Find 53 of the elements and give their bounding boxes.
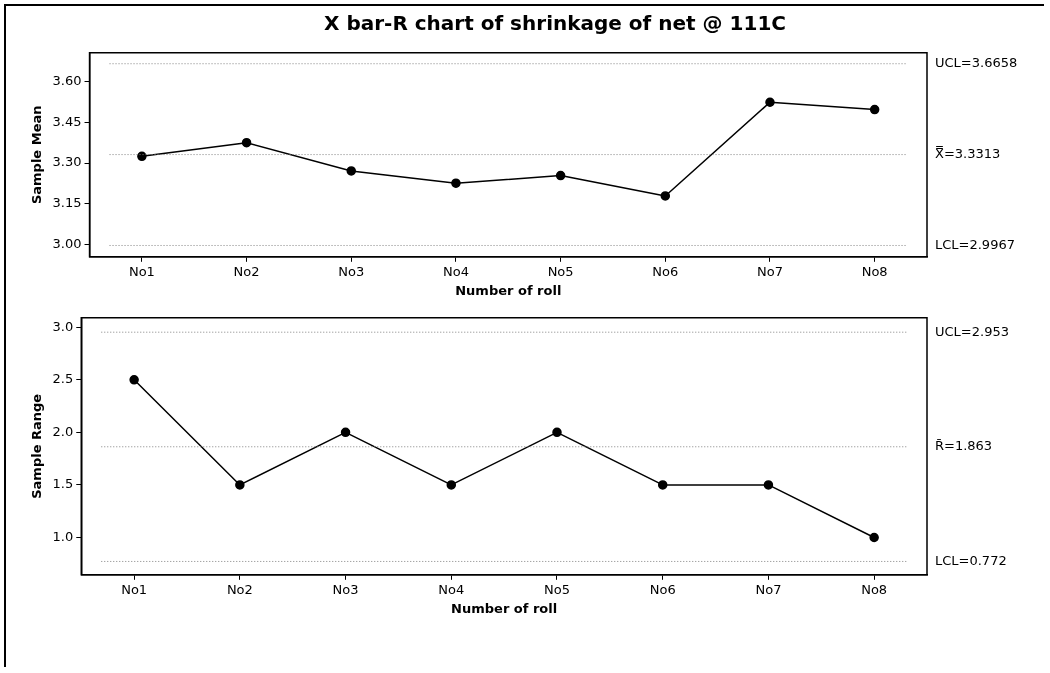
y-tick-label: 2.5 bbox=[52, 371, 74, 387]
x-tick-label: No8 bbox=[861, 581, 888, 597]
point bbox=[555, 170, 566, 181]
x-tick-label: No3 bbox=[338, 263, 365, 279]
x-tick-label: No8 bbox=[861, 263, 888, 279]
x-tick-label: No5 bbox=[547, 263, 574, 279]
y-tick-label: 1.5 bbox=[52, 476, 74, 492]
chart-title: X bar-R chart of shrinkage of net @ 111C bbox=[323, 10, 787, 37]
x-tick-label: No3 bbox=[332, 581, 359, 597]
x-tick-label: No4 bbox=[438, 581, 465, 597]
y-tick-label: 3.45 bbox=[52, 113, 82, 129]
x-tick-label: No1 bbox=[128, 263, 155, 279]
y-tick-label: 2.0 bbox=[52, 423, 74, 439]
point bbox=[340, 427, 351, 438]
x-tick-label: No5 bbox=[544, 581, 570, 597]
x-tick-label: No2 bbox=[226, 581, 253, 597]
x-tick-label: No6 bbox=[652, 263, 679, 279]
point bbox=[129, 375, 139, 385]
y-axis-title: Sample Range bbox=[29, 393, 45, 499]
point bbox=[241, 137, 252, 148]
point bbox=[446, 480, 457, 490]
y-tick-label: 3.30 bbox=[52, 154, 82, 170]
ref-line-label: UCL=3.6658 bbox=[935, 55, 1018, 71]
x-tick-label: No6 bbox=[649, 581, 676, 597]
point bbox=[765, 97, 775, 107]
y-tick-label: 1.0 bbox=[52, 528, 74, 544]
point bbox=[346, 166, 356, 176]
y-tick-label: 3.00 bbox=[52, 235, 82, 251]
y-tick-label: 3.15 bbox=[52, 195, 82, 211]
point bbox=[137, 151, 147, 162]
point bbox=[235, 480, 245, 490]
ref-line-label: LCL=0.772 bbox=[935, 552, 1007, 568]
x-tick-label: No7 bbox=[757, 263, 783, 279]
y-tick-label: 3.0 bbox=[52, 318, 74, 334]
x-axis-title: Number of roll bbox=[451, 600, 558, 616]
x-tick-label: No7 bbox=[755, 581, 782, 597]
y-tick-label: 3.60 bbox=[52, 72, 82, 88]
point bbox=[451, 178, 461, 188]
x-tick-label: No2 bbox=[233, 263, 260, 279]
ref-line-label: LCL=2.9967 bbox=[935, 236, 1015, 252]
ref-line-label: UCL=2.953 bbox=[935, 323, 1009, 339]
x-axis-title: Number of roll bbox=[455, 282, 562, 298]
ref-line-label: X̿=3.3313 bbox=[935, 145, 1001, 161]
ref-line-label: R̄=1.863 bbox=[935, 438, 993, 454]
x-tick-label: No1 bbox=[121, 581, 148, 597]
point bbox=[869, 532, 879, 543]
x-tick-label: No4 bbox=[442, 263, 469, 279]
point bbox=[552, 427, 562, 438]
point bbox=[660, 191, 671, 201]
y-axis-title: Sample Mean bbox=[29, 105, 45, 205]
point bbox=[657, 480, 668, 490]
point bbox=[869, 104, 880, 115]
point bbox=[763, 480, 774, 490]
